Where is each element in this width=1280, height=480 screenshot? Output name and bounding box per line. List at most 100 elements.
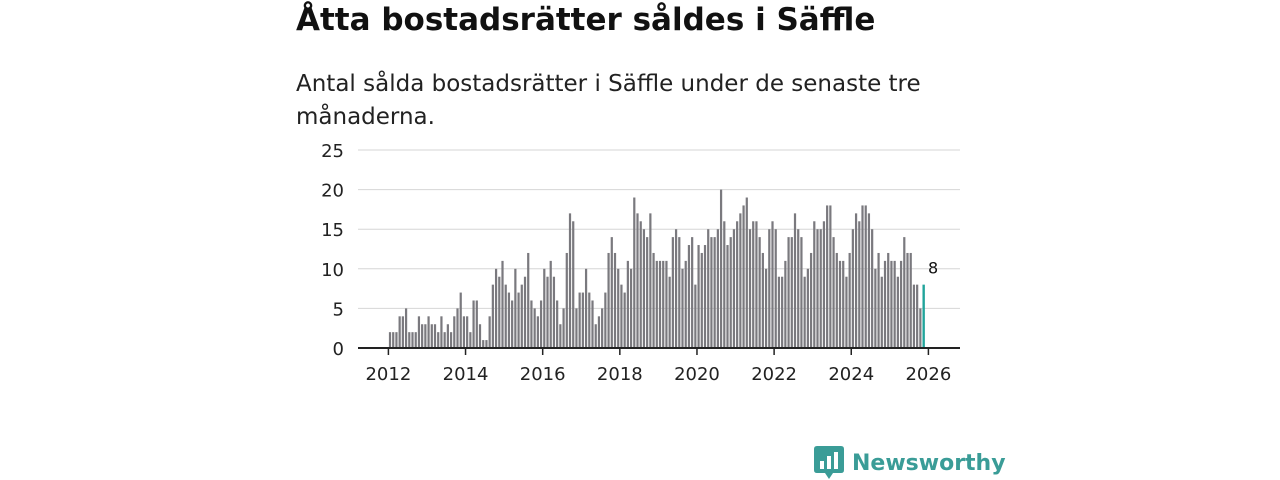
bar	[745, 197, 748, 348]
bar	[501, 260, 504, 348]
bar	[716, 229, 719, 348]
bar	[437, 332, 440, 348]
bar	[443, 332, 446, 348]
x-tick-label: 2014	[443, 364, 489, 385]
bar	[642, 229, 646, 348]
bar	[813, 221, 816, 348]
bar	[591, 300, 594, 348]
bar	[568, 213, 572, 348]
bar	[726, 245, 729, 348]
bar	[842, 260, 845, 348]
bar	[899, 260, 903, 348]
bar	[456, 308, 459, 348]
bar	[572, 221, 575, 348]
bar	[912, 284, 916, 348]
bar	[835, 252, 838, 348]
y-tick-label: 0	[333, 339, 344, 360]
x-tick-label: 2012	[365, 364, 411, 385]
bar	[858, 221, 861, 348]
bar	[719, 189, 723, 348]
bar	[736, 221, 739, 348]
bar	[761, 252, 764, 348]
bar	[854, 213, 858, 348]
bar	[797, 229, 800, 348]
bar	[453, 316, 456, 348]
bar	[816, 229, 819, 348]
newsworthy-logo-icon	[814, 446, 844, 479]
bar	[864, 205, 867, 348]
bar	[752, 221, 755, 348]
bar	[681, 268, 684, 348]
bar	[597, 316, 601, 348]
bar	[581, 292, 584, 348]
bar	[549, 260, 552, 348]
bar	[822, 221, 826, 348]
y-tick-label: 20	[321, 181, 344, 202]
bar	[620, 284, 623, 348]
bar	[475, 300, 478, 348]
bar	[787, 237, 790, 348]
bar	[388, 332, 392, 348]
bar	[671, 237, 674, 348]
bar	[774, 229, 777, 348]
bar	[639, 221, 642, 348]
bar	[883, 260, 887, 348]
x-tick-label: 2020	[674, 364, 720, 385]
bar	[887, 252, 890, 348]
bar	[485, 340, 488, 348]
bar	[909, 252, 912, 348]
bar	[633, 197, 636, 348]
bar	[411, 332, 414, 348]
bar	[514, 268, 517, 348]
bar	[498, 276, 501, 348]
bar	[424, 324, 427, 348]
bar	[565, 252, 568, 348]
bar	[771, 221, 774, 348]
bar	[517, 292, 520, 348]
bar	[623, 292, 626, 348]
bar	[584, 268, 588, 348]
bar	[742, 205, 745, 348]
bar	[613, 252, 617, 348]
bar	[678, 237, 681, 348]
bar	[398, 316, 401, 348]
bar	[527, 252, 530, 348]
bar	[610, 237, 613, 348]
bar	[668, 276, 671, 348]
y-tick-label: 15	[321, 220, 344, 241]
bar	[674, 229, 678, 348]
bar	[768, 229, 771, 348]
bar	[764, 268, 768, 348]
bar	[800, 237, 803, 348]
bar	[523, 276, 527, 348]
bar	[594, 324, 597, 348]
y-tick-label: 5	[333, 299, 344, 320]
bar	[629, 268, 633, 348]
bar	[880, 276, 883, 348]
bar	[896, 276, 899, 348]
bar	[777, 276, 781, 348]
bar	[890, 260, 893, 348]
bar	[713, 237, 716, 348]
chart-title: Åtta bostadsrätter såldes i Säffle	[296, 2, 876, 38]
x-tick-label: 2024	[828, 364, 874, 385]
bar	[838, 260, 842, 348]
bar	[697, 245, 700, 348]
bar	[469, 332, 472, 348]
bar	[494, 268, 498, 348]
bar	[472, 300, 475, 348]
bar	[919, 308, 922, 348]
bar	[636, 213, 639, 348]
bar	[758, 237, 761, 348]
bar	[562, 308, 565, 348]
x-tick-label: 2018	[597, 364, 643, 385]
bar	[790, 237, 793, 348]
bar	[874, 268, 877, 348]
x-tick-label: 2016	[520, 364, 566, 385]
bar	[658, 260, 662, 348]
bar	[430, 324, 433, 348]
bar	[414, 332, 417, 348]
bar	[588, 292, 591, 348]
bar	[819, 229, 822, 348]
bar	[739, 213, 742, 348]
